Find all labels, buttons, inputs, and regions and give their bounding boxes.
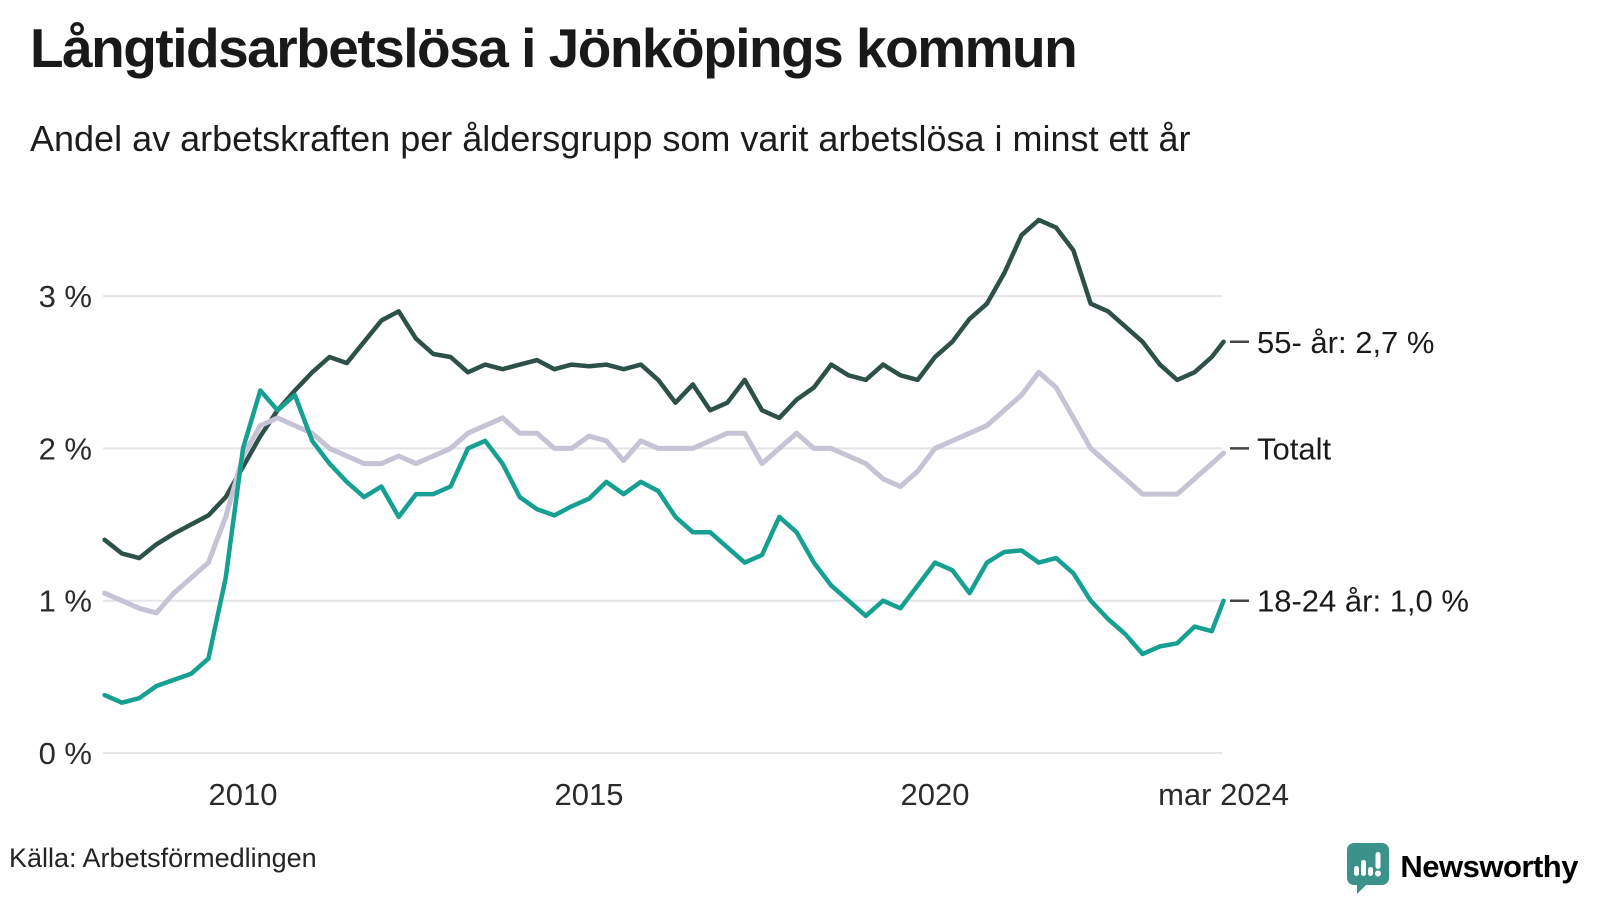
series-line-55-r — [102, 217, 1226, 561]
series-line-18-24-r — [102, 388, 1226, 705]
page-title: Långtidsarbetslösa i Jönköpings kommun — [30, 17, 1078, 79]
y-axis-tick-label: 3 % — [39, 279, 92, 314]
x-axis-tick-label: 2010 — [209, 777, 278, 812]
source-note: Källa: Arbetsförmedlingen — [9, 843, 317, 873]
y-axis-tick-label: 0 % — [39, 736, 92, 771]
brand-wordmark: Newsworthy — [1400, 849, 1578, 884]
y-axis-tick-label: 2 % — [39, 431, 92, 466]
series-line-Totalt — [102, 369, 1227, 616]
series-end-label: 18-24 år: 1,0 % — [1257, 584, 1469, 619]
x-axis-tick-label: 2020 — [901, 777, 970, 812]
newsworthy-icon — [1347, 843, 1390, 894]
series-end-label: 55- år: 2,7 % — [1257, 325, 1434, 360]
line-chart: 3 % 2 % 1 % 0 % 2010 2015 2020 mar 2024 55- år: … — [39, 217, 1469, 812]
page-subtitle: Andel av arbetskraften per åldersgrupp s… — [30, 118, 1191, 159]
x-axis-tick-label: mar 2024 — [1158, 777, 1289, 812]
x-axis-tick-label: 2015 — [555, 777, 624, 812]
series-end-label: Totalt — [1257, 431, 1331, 466]
y-axis-tick-label: 1 % — [39, 584, 92, 619]
brand-logo: Newsworthy — [1344, 840, 1578, 894]
